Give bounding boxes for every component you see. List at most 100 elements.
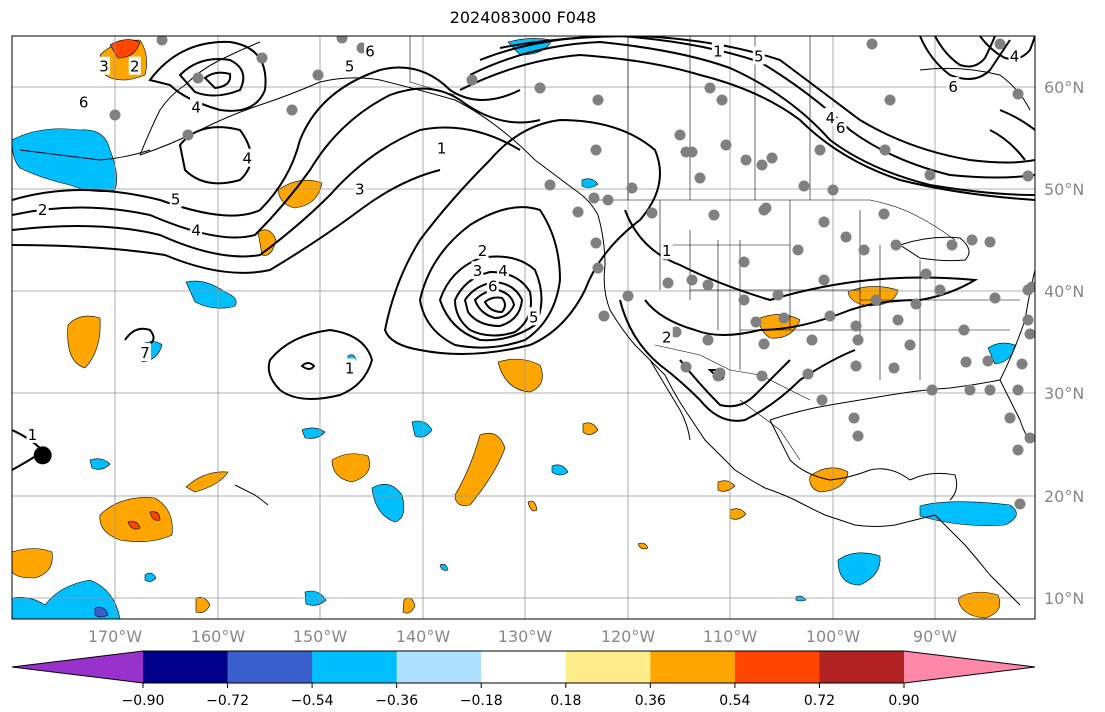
station-dot <box>466 74 478 86</box>
negative-anomaly <box>89 458 111 470</box>
aleutian-chain <box>19 149 151 161</box>
colorbar-tick-label: −0.36 <box>375 693 418 709</box>
station-dot <box>1022 170 1034 182</box>
contour-label-bg <box>353 179 366 198</box>
contour-label-bg <box>77 92 90 111</box>
positive-anomaly <box>67 315 101 369</box>
station-dot <box>592 94 604 106</box>
station-dot <box>858 244 870 256</box>
lat-tick-label: 60°N <box>1044 78 1084 97</box>
contour-line <box>12 87 541 239</box>
station-dot <box>256 52 268 64</box>
station-dot <box>686 274 698 286</box>
contour-label: 4 <box>826 109 836 127</box>
station-dot <box>818 274 830 286</box>
station-dot <box>312 69 324 81</box>
lon-tick-label: 90°W <box>913 627 957 646</box>
positive-anomaly <box>497 358 543 393</box>
negative-anomaly <box>919 501 1017 526</box>
lon-tick-label: 110°W <box>703 627 758 646</box>
station-dot <box>852 334 864 346</box>
station-dot <box>778 312 790 324</box>
station-dot <box>720 139 732 151</box>
station-dot <box>1016 358 1028 370</box>
contour-label: 5 <box>754 47 764 65</box>
contour-label: 1 <box>28 426 38 444</box>
negative-anomaly <box>987 342 1016 365</box>
contour-line <box>624 209 979 336</box>
contour-label: 7 <box>140 344 150 362</box>
positive-anomaly <box>195 597 211 613</box>
station-dot <box>1012 444 1024 456</box>
colorbar-tick-label: −0.72 <box>206 693 249 709</box>
station-dot <box>892 314 904 326</box>
negative-anomaly <box>795 595 807 602</box>
contour-label: 3 <box>99 58 109 76</box>
station-dot <box>870 294 882 306</box>
station-dot <box>598 310 610 322</box>
contour-label: 2 <box>662 329 672 347</box>
lon-tick-label: 150°W <box>293 627 348 646</box>
station-dot <box>1012 384 1024 396</box>
negative-anomaly <box>837 552 881 586</box>
station-dot <box>848 412 860 424</box>
contour-label: 4 <box>243 150 253 168</box>
contour-label-bg <box>471 261 484 280</box>
station-dot <box>590 144 602 156</box>
contour-line <box>12 169 441 274</box>
colorbar-segment <box>481 651 567 683</box>
contour-line <box>619 299 856 422</box>
contour-line <box>12 126 521 258</box>
positive-anomaly <box>957 591 1001 619</box>
contour-label-bg <box>26 424 39 443</box>
contour-label: 4 <box>1010 47 1020 65</box>
colorbar-segment <box>143 651 229 683</box>
colorbar: −0.90 −0.72 −0.54 −0.36 −0.18 0.18 0.36 0.54 0.7… <box>11 650 1036 709</box>
contour-line <box>989 109 1035 161</box>
station-dot <box>702 334 714 346</box>
contour-label: 5 <box>171 191 181 209</box>
station-dot <box>926 384 938 396</box>
station-dot <box>1014 498 1026 510</box>
contour-label: 1 <box>437 140 447 158</box>
station-dot <box>156 36 168 46</box>
station-dot <box>1024 432 1035 444</box>
contour-line <box>203 71 232 90</box>
contour-label-bg <box>824 107 837 126</box>
colorbar-tick-label: 0.72 <box>804 693 835 709</box>
colorbar-segment <box>396 651 482 683</box>
station-dot <box>816 394 828 406</box>
station-dot <box>286 104 298 116</box>
contour-label-bg <box>476 240 489 259</box>
contour-label-bg <box>98 56 111 75</box>
station-dot <box>192 72 204 84</box>
station-dot <box>109 109 121 121</box>
central-america <box>934 514 1021 606</box>
station-dot <box>852 430 864 442</box>
station-dot <box>982 355 994 367</box>
station-dot <box>960 356 972 368</box>
station-dot <box>904 339 916 351</box>
station-dot <box>964 384 976 396</box>
positive-anomaly <box>454 432 506 506</box>
station-dot <box>702 279 714 291</box>
station-dot <box>879 144 891 156</box>
yucatan <box>909 472 958 501</box>
station-dot <box>966 234 978 246</box>
station-dot <box>708 209 720 221</box>
contour-line <box>469 40 1035 196</box>
station-dot <box>1022 314 1034 326</box>
station-dot <box>890 239 902 251</box>
colorbar-segment <box>565 651 651 683</box>
positive-anomaly <box>257 229 277 256</box>
baja-peninsula <box>649 359 691 441</box>
station-dot <box>994 38 1006 50</box>
positive-anomaly <box>729 508 747 520</box>
colorbar-tick-label: 0.36 <box>635 693 666 709</box>
station-dot <box>884 94 896 106</box>
contour-label-bg <box>169 189 182 208</box>
negative-anomaly <box>301 427 326 439</box>
contour-label: 2 <box>130 58 140 76</box>
station-dot <box>182 129 194 141</box>
